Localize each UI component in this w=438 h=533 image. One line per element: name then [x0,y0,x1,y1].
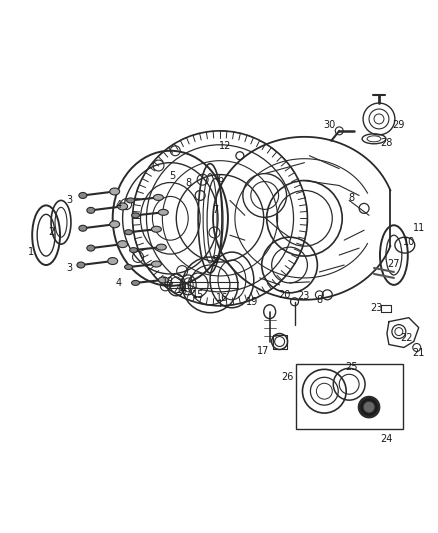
Ellipse shape [156,244,166,250]
Text: 17: 17 [257,346,269,357]
Ellipse shape [87,207,95,213]
Ellipse shape [110,188,120,195]
Text: 24: 24 [381,434,393,444]
Ellipse shape [118,203,127,210]
Ellipse shape [127,198,134,203]
Text: 8: 8 [185,177,191,188]
Text: 4: 4 [116,278,122,288]
Text: 5: 5 [169,171,176,181]
Ellipse shape [77,262,85,268]
Ellipse shape [159,209,168,215]
Ellipse shape [153,195,163,200]
Text: 26: 26 [281,372,294,382]
Text: 3: 3 [66,196,72,205]
Ellipse shape [108,257,118,264]
Ellipse shape [159,277,168,283]
Text: 11: 11 [413,223,425,233]
Text: 29: 29 [392,120,405,130]
Text: 9: 9 [212,255,218,265]
Text: 20: 20 [279,290,291,300]
Ellipse shape [131,213,140,218]
Text: 3: 3 [66,263,72,273]
Ellipse shape [124,230,133,235]
Ellipse shape [152,226,161,232]
Text: 13: 13 [162,277,174,287]
Ellipse shape [130,248,138,253]
Text: 30: 30 [323,120,336,130]
Text: 28: 28 [381,138,393,148]
Text: 6: 6 [217,174,223,183]
Text: 27: 27 [388,259,400,269]
Text: 21: 21 [413,349,425,359]
Ellipse shape [131,280,140,285]
Text: 22: 22 [401,333,413,343]
Text: 23: 23 [370,303,382,313]
Text: 8: 8 [316,295,322,305]
Text: 19: 19 [246,297,258,307]
Text: 16: 16 [216,293,228,303]
Text: 7: 7 [212,205,218,215]
Ellipse shape [87,245,95,251]
Circle shape [359,397,379,417]
Text: 25: 25 [345,362,357,373]
Circle shape [363,401,375,413]
Text: 12: 12 [219,141,231,151]
Text: 8: 8 [348,193,354,204]
Text: 1: 1 [28,247,34,257]
Text: 10: 10 [403,237,415,247]
Text: 14: 14 [176,285,188,295]
Text: 4: 4 [116,200,122,211]
Bar [296,365,403,429]
Ellipse shape [79,192,87,198]
Ellipse shape [152,261,161,267]
Text: 2: 2 [48,227,54,237]
Ellipse shape [79,225,87,231]
Text: 15: 15 [192,290,204,300]
Text: 23: 23 [297,291,310,301]
Ellipse shape [124,264,133,270]
Ellipse shape [118,241,127,248]
Ellipse shape [110,221,120,228]
